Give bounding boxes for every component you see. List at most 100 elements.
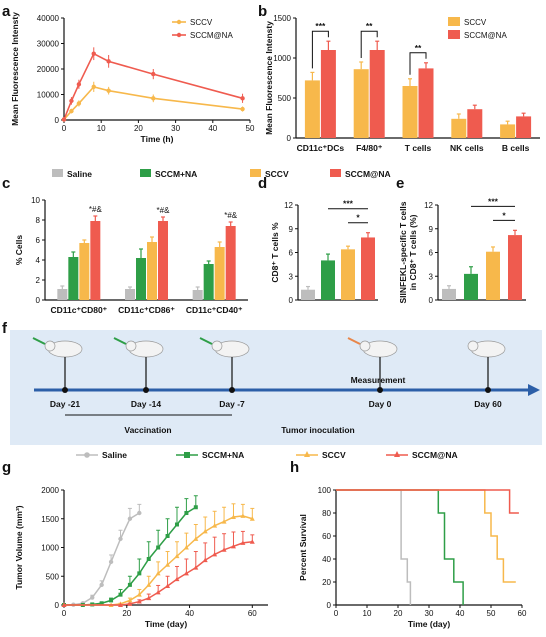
x-axis-label: Time (day) (408, 619, 451, 629)
significance-label: ** (366, 21, 373, 31)
y-tick-label: 1500 (41, 515, 59, 524)
y-tick-label: 0 (55, 601, 60, 610)
legend-swatch (330, 169, 341, 177)
data-point (146, 557, 151, 561)
timeline-point (229, 387, 235, 393)
y-axis-label: Tumor Volume (mm³) (14, 505, 24, 589)
y-axis-label: SIINFEKL-specific T cells (398, 201, 408, 303)
data-point (156, 545, 161, 550)
data-point (127, 601, 133, 606)
data-point (193, 536, 199, 541)
legend-marker (84, 452, 90, 458)
y-tick-label: 20000 (37, 65, 60, 74)
data-point (117, 602, 123, 607)
x-tick-label: 40 (208, 124, 217, 133)
data-point (183, 545, 189, 550)
survival-curve-SCCM@NA (336, 489, 519, 514)
timeline-point (62, 387, 68, 393)
data-point (221, 547, 227, 552)
data-point (240, 106, 245, 112)
bar (321, 260, 335, 300)
legend-label: Saline (102, 450, 127, 460)
y-tick-label: 80 (322, 509, 331, 518)
y-tick-label: 2000 (41, 486, 59, 495)
legend-swatch (250, 169, 261, 177)
y-tick-label: 6 (289, 249, 294, 258)
data-point (108, 559, 114, 565)
x-tick-label: 60 (248, 609, 257, 618)
legend-marker (176, 19, 182, 25)
legend-marker (394, 451, 400, 457)
x-axis-label: Time (day) (145, 619, 188, 629)
mouse-head (211, 340, 223, 352)
syringe-icon (113, 337, 127, 345)
y-tick-label: 12 (284, 201, 293, 210)
data-point (212, 523, 218, 528)
bar (451, 118, 467, 138)
significance-bracket (311, 30, 329, 69)
bar (418, 68, 434, 138)
data-point (165, 562, 171, 567)
x-tick-label: 10 (97, 124, 106, 133)
data-point (174, 553, 180, 559)
bar (68, 257, 79, 300)
legend-label: Saline (67, 169, 92, 179)
data-point (249, 516, 255, 521)
inoculation-label: Tumor inoculation (281, 425, 355, 435)
significance-bracket (409, 52, 427, 75)
legend-swatch (140, 169, 151, 177)
series-line-SCCM@NA (63, 52, 243, 120)
y-tick-label: 3 (289, 272, 294, 281)
data-point (202, 557, 208, 563)
x-tick-label: 30 (425, 609, 434, 618)
data-point (106, 59, 111, 64)
significance-label: *** (343, 199, 354, 209)
data-point (137, 571, 142, 576)
data-point (91, 84, 96, 90)
bar (301, 289, 315, 300)
data-point (184, 511, 189, 515)
data-point (76, 101, 82, 106)
legend-marker (184, 452, 190, 458)
data-point (165, 534, 170, 538)
significance-label: *** (315, 21, 326, 31)
y-axis-label: Mean Fluorescence Intensty (10, 12, 20, 126)
survival-curve-SCCV (336, 489, 516, 583)
y-axis-label: Mean Fluorescence Intensty (264, 21, 274, 135)
y-tick-label: 10 (31, 196, 40, 205)
bar (320, 50, 336, 138)
data-point (230, 543, 236, 549)
y-axis-label: % Cells (14, 235, 24, 266)
bar (79, 243, 90, 300)
bar (57, 289, 68, 300)
data-point (151, 71, 156, 77)
y-tick-label: 1000 (273, 54, 291, 63)
category-label: F4/80⁺ (356, 143, 383, 153)
data-point (76, 82, 82, 87)
x-tick-label: 20 (122, 609, 131, 618)
x-axis-label: Time (h) (141, 134, 174, 144)
legend-label: SCCM+NA (202, 450, 244, 460)
y-tick-label: 40 (322, 555, 331, 564)
panel-label-f: f (2, 320, 8, 337)
x-tick-label: 60 (518, 609, 527, 618)
y-axis-label: in CD8⁺ T cells (%) (408, 214, 418, 290)
x-tick-label: 0 (334, 609, 339, 618)
legend-label: SCCM@NA (412, 450, 458, 460)
data-point (174, 522, 179, 527)
panel-label-a: a (2, 3, 11, 20)
data-point (91, 51, 96, 56)
y-tick-label: 8 (36, 216, 41, 225)
y-tick-label: 0 (36, 296, 41, 305)
chart-c: 0 2 4 6 8 10 % Cells CD11c⁺CD80⁺ CD11c⁺CD86⁺ CD11… (14, 196, 248, 315)
bar (90, 221, 101, 300)
y-tick-label: 0 (429, 296, 434, 305)
significance-label: *#& (89, 205, 103, 214)
data-point (151, 96, 156, 101)
legend-label: SCCV (322, 450, 346, 460)
data-point (137, 510, 142, 516)
bar (486, 251, 500, 300)
timeline-diagram: Day -21 Day -14 Day -7 Day 0 Day 60 Vaccinati… (10, 330, 542, 445)
